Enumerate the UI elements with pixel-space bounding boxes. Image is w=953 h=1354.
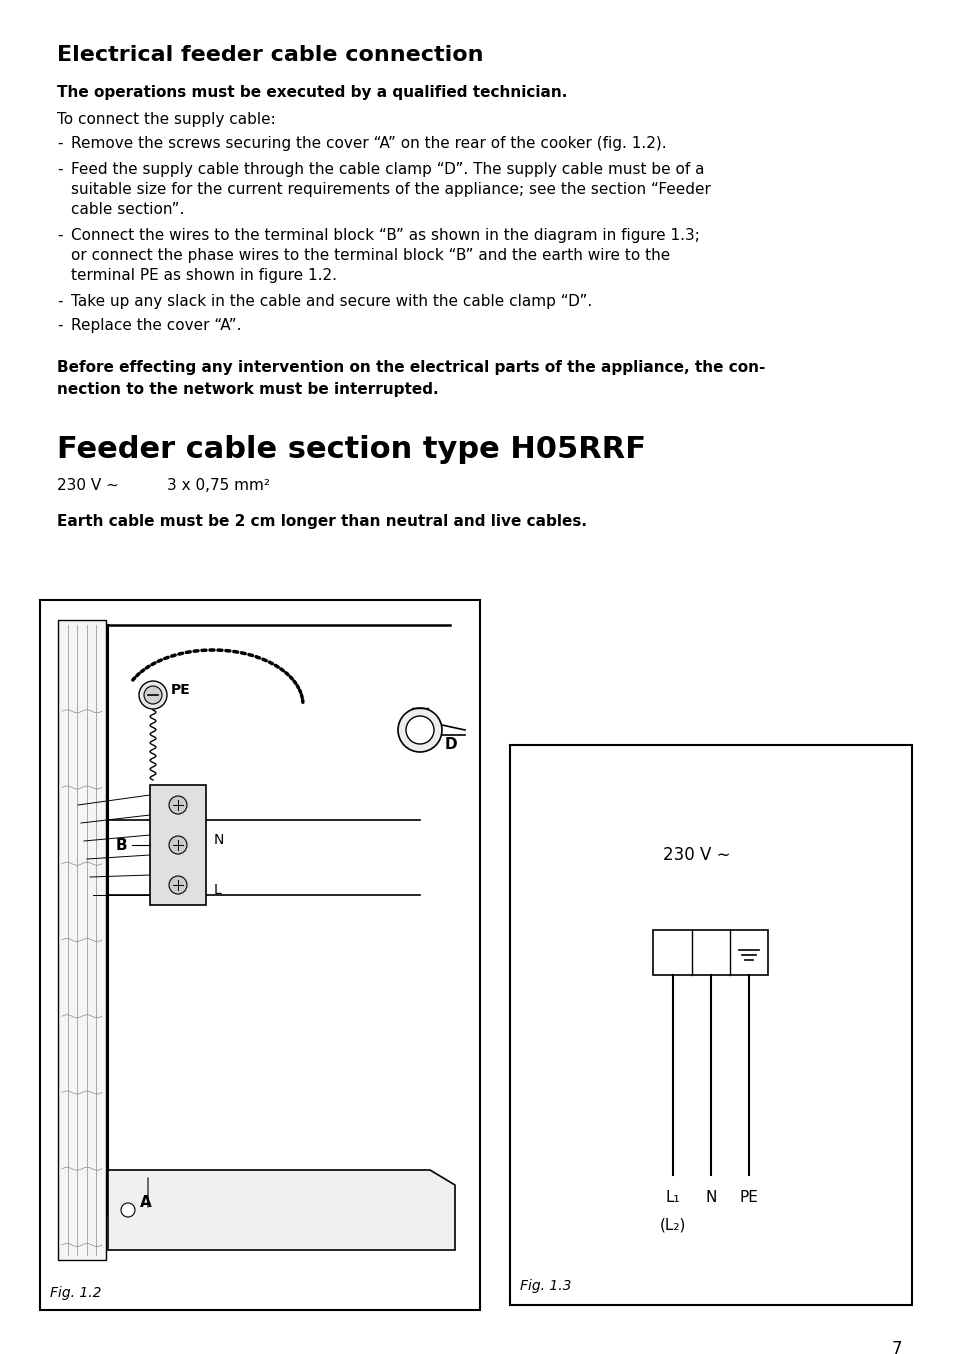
Text: 7: 7 <box>890 1340 901 1354</box>
Text: Fig. 1.3: Fig. 1.3 <box>519 1280 571 1293</box>
Circle shape <box>406 716 434 743</box>
Circle shape <box>169 796 187 814</box>
Polygon shape <box>108 1170 455 1250</box>
Text: (L₂): (L₂) <box>659 1219 685 1233</box>
Text: A: A <box>140 1196 152 1210</box>
Text: N: N <box>213 833 224 848</box>
Text: -: - <box>57 227 63 242</box>
Text: Take up any slack in the cable and secure with the cable clamp “D”.: Take up any slack in the cable and secur… <box>71 294 592 309</box>
Circle shape <box>121 1202 135 1217</box>
Circle shape <box>397 708 441 751</box>
Text: Electrical feeder cable connection: Electrical feeder cable connection <box>57 45 483 65</box>
Text: Replace the cover “A”.: Replace the cover “A”. <box>71 318 241 333</box>
Text: 230 V ∼: 230 V ∼ <box>57 478 119 493</box>
Text: Before effecting any intervention on the electrical parts of the appliance, the : Before effecting any intervention on the… <box>57 360 764 375</box>
Text: or connect the phase wires to the terminal block “B” and the earth wire to the: or connect the phase wires to the termin… <box>71 248 670 263</box>
Circle shape <box>169 876 187 894</box>
Text: -: - <box>57 294 63 309</box>
Text: nection to the network must be interrupted.: nection to the network must be interrupt… <box>57 382 438 397</box>
Text: -: - <box>57 318 63 333</box>
Text: 3 x 0,75 mm²: 3 x 0,75 mm² <box>167 478 270 493</box>
Text: Earth cable must be 2 cm longer than neutral and live cables.: Earth cable must be 2 cm longer than neu… <box>57 515 586 529</box>
Text: -: - <box>57 162 63 177</box>
Text: B: B <box>115 838 127 853</box>
Text: PE: PE <box>740 1190 758 1205</box>
Text: D: D <box>444 738 457 753</box>
Circle shape <box>169 835 187 854</box>
Text: 230 V ∼: 230 V ∼ <box>662 846 729 864</box>
Bar <box>510 745 911 1305</box>
Text: Feed the supply cable through the cable clamp “D”. The supply cable must be of a: Feed the supply cable through the cable … <box>71 162 703 177</box>
Circle shape <box>139 681 167 709</box>
Text: L₁: L₁ <box>664 1190 679 1205</box>
Text: N: N <box>704 1190 716 1205</box>
Text: The operations must be executed by a qualified technician.: The operations must be executed by a qua… <box>57 85 567 100</box>
Text: Feeder cable section type H05RRF: Feeder cable section type H05RRF <box>57 435 645 464</box>
Bar <box>40 600 479 1311</box>
Text: terminal PE as shown in figure 1.2.: terminal PE as shown in figure 1.2. <box>71 268 336 283</box>
Bar <box>58 620 106 1261</box>
Text: Remove the screws securing the cover “A” on the rear of the cooker (fig. 1.2).: Remove the screws securing the cover “A”… <box>71 135 666 152</box>
Circle shape <box>144 686 162 704</box>
Text: -: - <box>57 135 63 152</box>
Text: cable section”.: cable section”. <box>71 202 184 217</box>
Bar <box>653 930 768 975</box>
Text: suitable size for the current requirements of the appliance; see the section “Fe: suitable size for the current requiremen… <box>71 181 710 196</box>
Text: Fig. 1.2: Fig. 1.2 <box>50 1286 101 1300</box>
Text: PE: PE <box>171 682 191 697</box>
Text: L: L <box>213 883 221 896</box>
Bar <box>150 785 206 904</box>
Text: To connect the supply cable:: To connect the supply cable: <box>57 112 275 127</box>
Text: Connect the wires to the terminal block “B” as shown in the diagram in figure 1.: Connect the wires to the terminal block … <box>71 227 700 242</box>
